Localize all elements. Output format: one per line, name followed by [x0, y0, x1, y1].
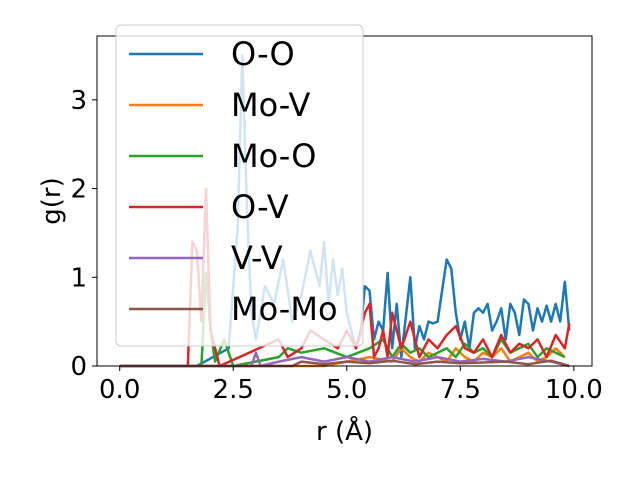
- series-line-mo-o: [119, 271, 566, 368]
- legend-label: O-O: [231, 35, 295, 73]
- x-tick-label: 10.0: [545, 375, 603, 405]
- legend-label: Mo-O: [231, 137, 316, 175]
- legend-label: Mo-Mo: [231, 290, 338, 328]
- y-tick-label: 1: [70, 263, 87, 293]
- x-tick-label: 7.5: [440, 375, 481, 405]
- y-tick-label: 2: [70, 175, 87, 205]
- y-tick-label: 3: [70, 86, 87, 116]
- legend-label: Mo-V: [231, 86, 310, 124]
- x-tick-label: 2.5: [213, 375, 254, 405]
- ticks-layer: 0.0 2.5 5.0 7.5 10.0 0 1 2 3: [70, 86, 602, 405]
- x-tick-label: 0.0: [99, 375, 140, 405]
- series-line-mo-mo: [119, 359, 570, 368]
- legend-label: V-V: [231, 239, 283, 277]
- x-tick-label: 5.0: [326, 375, 367, 405]
- y-axis-label: g(r): [37, 177, 67, 224]
- legend-label: O-V: [231, 188, 289, 226]
- legend: O-O Mo-V Mo-O O-V V-V Mo-Mo: [115, 24, 364, 347]
- x-axis-label: r (Å): [316, 415, 373, 447]
- y-tick-label: 0: [70, 352, 87, 382]
